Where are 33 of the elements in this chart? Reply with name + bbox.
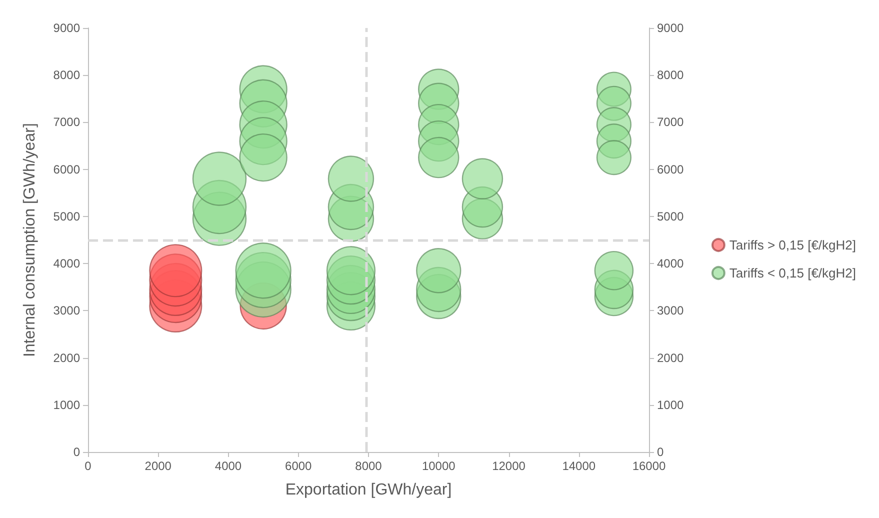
x-axis-title: Exportation [GWh/year] <box>285 482 452 498</box>
x-tick-label: 8000 <box>355 459 382 473</box>
y2-tick-label: 3000 <box>657 304 684 318</box>
y2-tick-label: 7000 <box>657 115 684 130</box>
x-tick-label: 0 <box>84 459 92 473</box>
y-tick-label: 8000 <box>53 68 80 82</box>
legend-label: Tariffs > 0,15 [€/kgH2] <box>729 238 856 252</box>
y-tick-label: 1000 <box>53 398 80 412</box>
y-tick-label: 4000 <box>53 256 80 271</box>
y-tick-label: 3000 <box>53 304 80 318</box>
y2-tick-label: 6000 <box>657 162 684 176</box>
y2-tick-label: 9000 <box>657 21 684 35</box>
y-tick-label: 6000 <box>53 162 80 176</box>
y-tick-label: 2000 <box>53 350 80 365</box>
y-tick-label: 7000 <box>53 115 80 130</box>
y-tick-label: 0 <box>73 445 80 459</box>
y2-tick-label: 5000 <box>657 209 684 224</box>
x-tick-label: 12000 <box>492 459 526 473</box>
y2-tick-label: 4000 <box>657 256 684 271</box>
x-tick-label: 2000 <box>144 459 172 473</box>
y2-tick-label: 2000 <box>657 350 684 365</box>
legend-label: Tariffs < 0,15 [€/kgH2] <box>729 266 856 280</box>
y-tick-label: 5000 <box>53 209 80 224</box>
y2-tick-label: 0 <box>657 445 664 459</box>
x-tick-label: 16000 <box>632 459 666 473</box>
y2-tick-label: 1000 <box>657 398 684 412</box>
x-tick-label: 14000 <box>562 459 596 473</box>
x-tick-label: 4000 <box>214 459 242 473</box>
x-tick-label: 6000 <box>285 459 312 473</box>
y-tick-label: 9000 <box>53 21 80 35</box>
y-axis-title: Internal consumption [GWh/year] <box>22 123 38 357</box>
x-tick-label: 10000 <box>422 459 456 473</box>
y2-tick-label: 8000 <box>657 68 684 82</box>
